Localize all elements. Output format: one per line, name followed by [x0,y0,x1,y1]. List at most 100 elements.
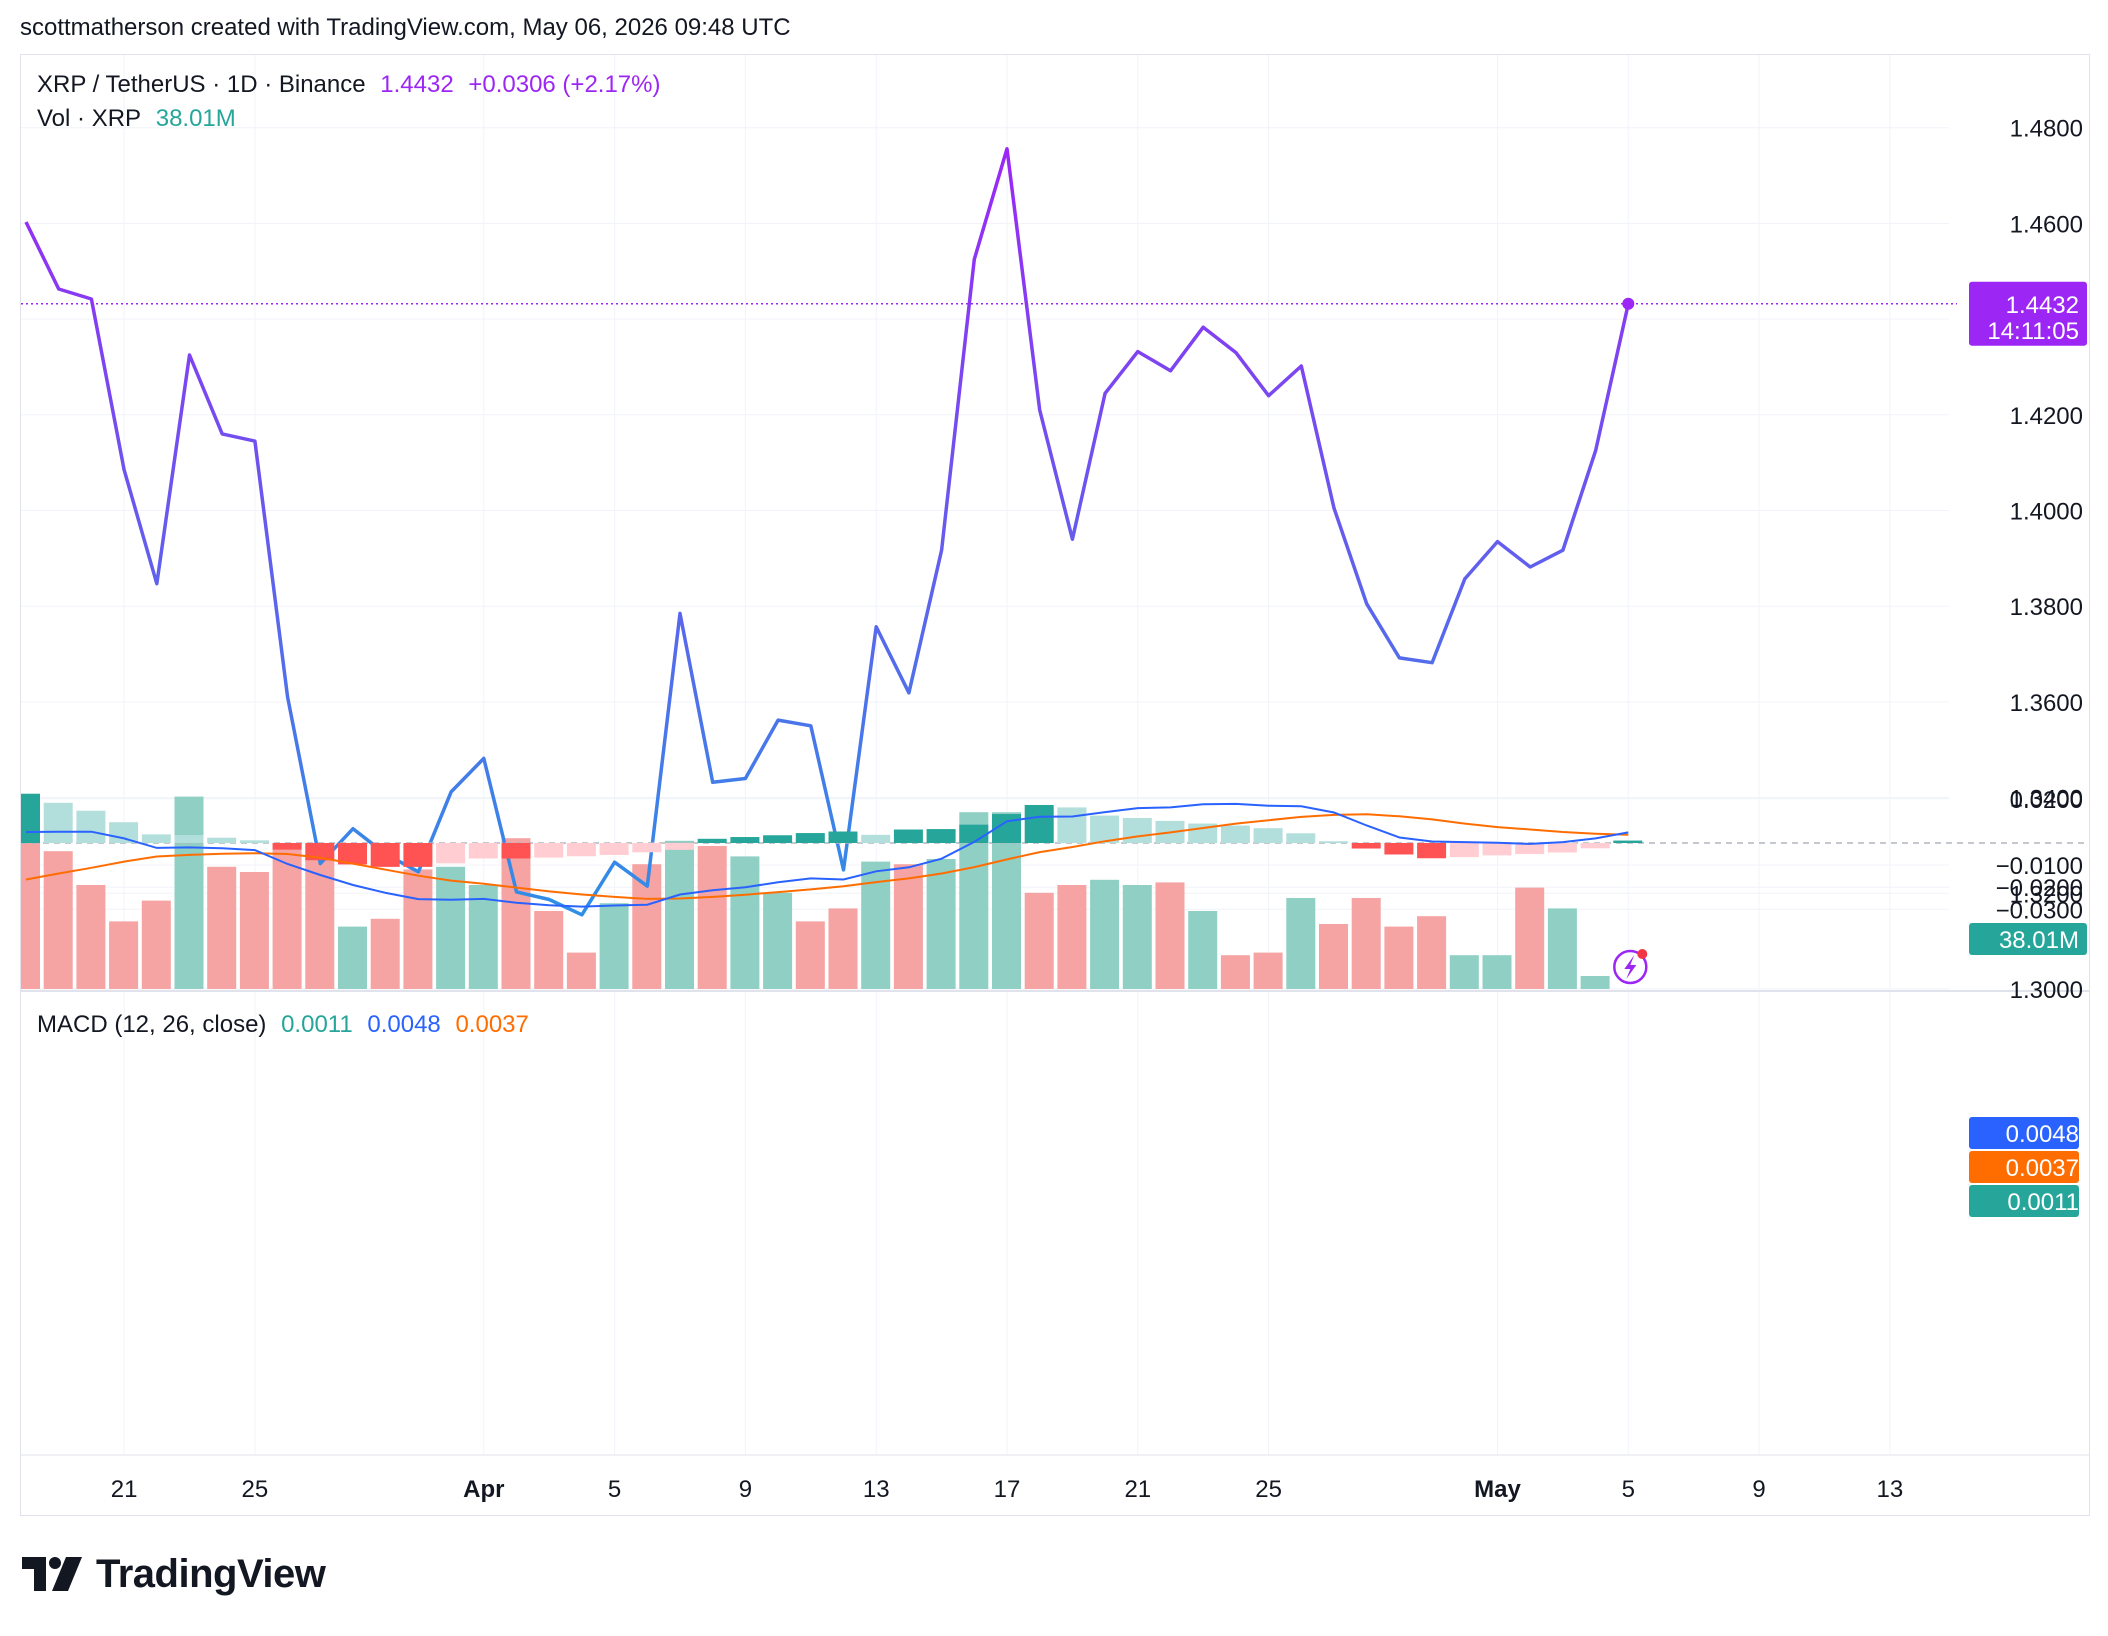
countdown-label: 14:11:05 [1987,318,2079,345]
volume-title[interactable]: Vol · XRP [37,105,142,132]
macd-histogram-bar [730,837,760,843]
price-axis-label: 1.3000 [2010,977,2083,1004]
macd-histogram-bar [207,837,237,843]
volume-bar [1188,911,1218,989]
legend-change: +0.0306 (+2.17%) [468,71,661,98]
macd-line [25,802,1629,908]
macd-histogram-bar [1253,828,1283,843]
macd-signal-line [25,813,1629,900]
macd-histogram-bar [1417,843,1447,859]
time-axis-label: 17 [994,1476,1021,1503]
macd-histogram-bar [239,840,269,843]
macd-axis-label: −0.0200 [1996,875,2083,902]
macd-histogram-bar [566,843,596,857]
macd-axis-label: −0.0300 [1996,897,2083,924]
macd-axis-label: 0.0200 [2010,787,2083,814]
price-axis-label: 1.3800 [2010,594,2083,621]
macd-histogram-bar [828,831,858,843]
macd-histogram-bar [599,843,629,855]
macd-hist-value: 0.0011 [281,1011,353,1038]
volume-bar [1319,924,1348,989]
macd-histogram-bar [1613,840,1643,843]
lightning-icon-dot [1637,949,1648,959]
last-price-badge-value: 1.4432 [2006,292,2079,319]
volume-bar [305,853,335,989]
volume-bar [599,903,629,989]
chart-frame[interactable]: 1.48001.46001.44001.42001.40001.38001.36… [20,54,2090,1516]
volume-bar [338,926,367,989]
macd-histogram-bar [272,843,302,850]
volume-bar [1580,976,1610,989]
macd-histogram-bar [370,843,400,867]
macd-value-badge-text: 0.0048 [2006,1121,2079,1148]
lightning-icon [1613,949,1648,985]
macd-histogram-bar [436,843,466,864]
volume-value: 38.01M [155,105,236,132]
volume-bar [1547,908,1577,989]
volume-bar [926,859,956,989]
macd-histogram-bar [1449,843,1479,858]
volume-bar [1122,885,1152,989]
volume-bar [501,838,531,989]
macd-histogram-bar [43,802,73,843]
volume-bar [828,908,858,989]
symbol-title[interactable]: XRP / TetherUS · 1D · Binance [37,71,366,98]
grid-lines [21,55,1949,1455]
macd-histogram-bar [1482,843,1512,856]
macd-title[interactable]: MACD (12, 26, close) [37,1011,267,1038]
time-axis-label: 21 [111,1476,138,1503]
price-line [24,147,1631,917]
volume-bar [403,869,433,989]
macd-histogram-bar [534,843,564,858]
macd-histogram-bar [1319,841,1348,843]
volume-bar [370,918,400,989]
volume-bar [1286,898,1316,989]
macd-histogram-bar [403,843,433,867]
time-axis-label: 13 [863,1476,890,1503]
volume-bar [1417,916,1447,989]
macd-histogram-bar [959,824,989,843]
macd-signal-value: 0.0037 [455,1011,529,1038]
volume-bar [207,866,237,989]
macd-histogram-bar [1122,818,1152,843]
macd-histogram-bar [109,822,139,843]
time-axis-label: 5 [1622,1476,1635,1503]
tradingview-logo-text: TradingView [96,1551,326,1596]
volume-bar [174,796,204,989]
macd-histogram-bar [795,833,825,843]
price-axis-label: 1.3400 [2010,786,2083,813]
macd-histogram-bar [1384,843,1414,855]
volume-bar [566,952,596,989]
volume-bar [730,856,760,989]
macd-histogram-bar [468,843,498,859]
macd-histogram-bar [1580,843,1610,849]
macd-histogram-bar [1547,843,1577,853]
macd-value-badge [1969,1151,2079,1183]
macd-histogram-bar [1090,815,1120,843]
macd-histogram-bar [1515,843,1545,855]
volume-bar [893,864,923,989]
time-axis-label: May [1474,1476,1521,1503]
macd-histogram-bar [1220,825,1250,843]
macd-value-badge [1969,1117,2079,1149]
volume-bar [468,885,498,989]
volume-bar [534,911,564,989]
macd-histogram [21,793,1643,867]
macd-histogram-bar [501,843,531,859]
volume-bar [1449,955,1479,989]
chart-canvas[interactable]: 1.48001.46001.44001.42001.40001.38001.36… [21,55,2089,1515]
symbol-legend: XRP / TetherUS · 1D · Binance 1.4432 +0.… [37,71,668,99]
volume-bar [1515,887,1545,989]
volume-bar [697,846,727,989]
macd-histogram-bar [141,834,171,843]
volume-bar [272,843,302,989]
last-price-dot [1622,297,1635,310]
macd-legend: MACD (12, 26, close) 0.0011 0.0048 0.003… [37,1011,537,1039]
tradingview-logo[interactable]: TradingView [22,1551,326,1596]
time-axis-label: 25 [1255,1476,1282,1503]
volume-series [21,796,1610,989]
lightning-icon-bolt [1624,955,1637,979]
macd-value-badge-text: 0.0037 [2006,1155,2079,1182]
volume-bar [21,833,40,989]
time-axis-label: Apr [463,1476,504,1503]
